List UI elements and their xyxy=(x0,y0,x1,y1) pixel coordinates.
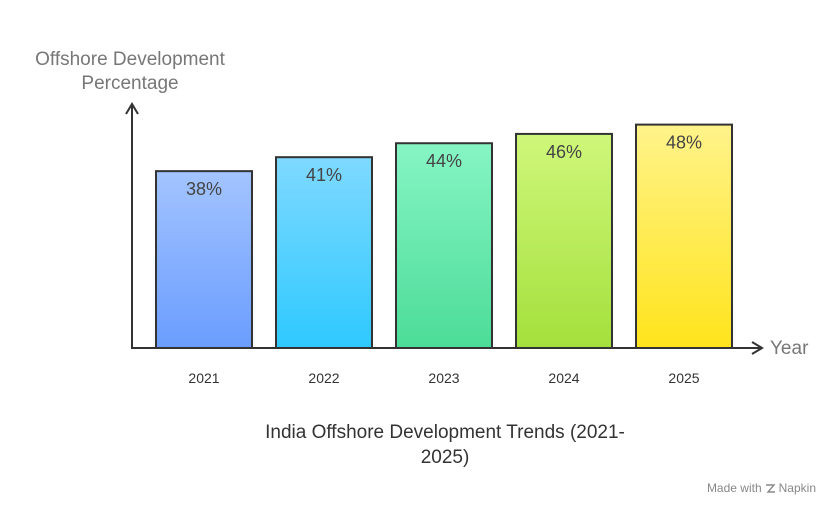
bar-2021 xyxy=(155,170,253,349)
bar-2025 xyxy=(635,123,733,349)
y-axis-label-line-1: Offshore Development xyxy=(35,49,225,70)
value-label-2024: 46% xyxy=(546,142,582,162)
napkin-watermark[interactable]: Made with Napkin xyxy=(707,481,816,495)
x-tick-2021: 2021 xyxy=(188,370,219,386)
x-tick-2022: 2022 xyxy=(308,370,339,386)
watermark-prefix: Made with xyxy=(706,481,762,495)
x-tick-2024: 2024 xyxy=(548,370,579,386)
x-axis-label: Year xyxy=(770,338,809,359)
value-label-2023: 44% xyxy=(426,151,462,171)
y-axis-label-line-2: Percentage xyxy=(81,73,179,94)
bar-2023 xyxy=(395,142,493,349)
x-tick-2025: 2025 xyxy=(668,370,699,386)
chart-title-line-1: India Offshore Development Trends (2021- xyxy=(265,422,625,443)
chart-title-line-2: 2025) xyxy=(420,447,470,468)
napkin-logo-icon xyxy=(765,483,776,493)
x-tick-2023: 2023 xyxy=(428,370,459,386)
value-label-2022: 41% xyxy=(306,165,342,185)
value-label-2025: 48% xyxy=(666,133,702,153)
bar-2022 xyxy=(275,156,373,349)
y-axis-arrow xyxy=(125,102,139,115)
value-label-2021: 38% xyxy=(186,179,222,199)
y-axis-label: Offshore Development Percentage xyxy=(18,48,242,96)
bar-2024 xyxy=(515,132,613,349)
x-axis-arrow xyxy=(751,341,764,355)
chart-title: India Offshore Development Trends (2021-… xyxy=(235,420,655,470)
watermark-brand: Napkin xyxy=(778,481,816,495)
